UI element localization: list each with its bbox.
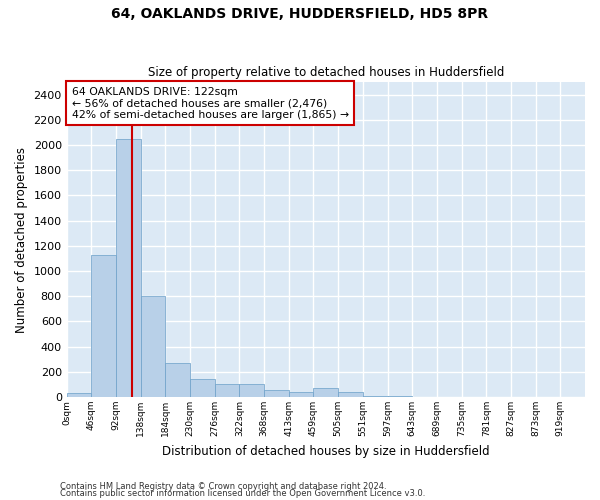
Y-axis label: Number of detached properties: Number of detached properties	[15, 146, 28, 332]
Title: Size of property relative to detached houses in Huddersfield: Size of property relative to detached ho…	[148, 66, 504, 80]
Bar	[313, 388, 338, 397]
Bar	[289, 392, 313, 397]
Bar	[437, 396, 461, 397]
Bar	[239, 384, 264, 397]
Bar	[264, 390, 289, 397]
Bar	[388, 396, 412, 397]
Bar	[215, 384, 239, 397]
Text: 64, OAKLANDS DRIVE, HUDDERSFIELD, HD5 8PR: 64, OAKLANDS DRIVE, HUDDERSFIELD, HD5 8P…	[112, 8, 488, 22]
Bar	[166, 363, 190, 397]
Bar	[190, 380, 215, 397]
Bar	[141, 296, 166, 397]
Bar	[91, 254, 116, 397]
Bar	[116, 138, 141, 397]
Text: Contains public sector information licensed under the Open Government Licence v3: Contains public sector information licen…	[60, 490, 425, 498]
Text: Contains HM Land Registry data © Crown copyright and database right 2024.: Contains HM Land Registry data © Crown c…	[60, 482, 386, 491]
Text: 64 OAKLANDS DRIVE: 122sqm
← 56% of detached houses are smaller (2,476)
42% of se: 64 OAKLANDS DRIVE: 122sqm ← 56% of detac…	[72, 87, 349, 120]
Bar	[338, 392, 363, 397]
Bar	[67, 393, 91, 397]
Bar	[363, 396, 388, 397]
Bar	[412, 396, 437, 397]
X-axis label: Distribution of detached houses by size in Huddersfield: Distribution of detached houses by size …	[162, 444, 490, 458]
